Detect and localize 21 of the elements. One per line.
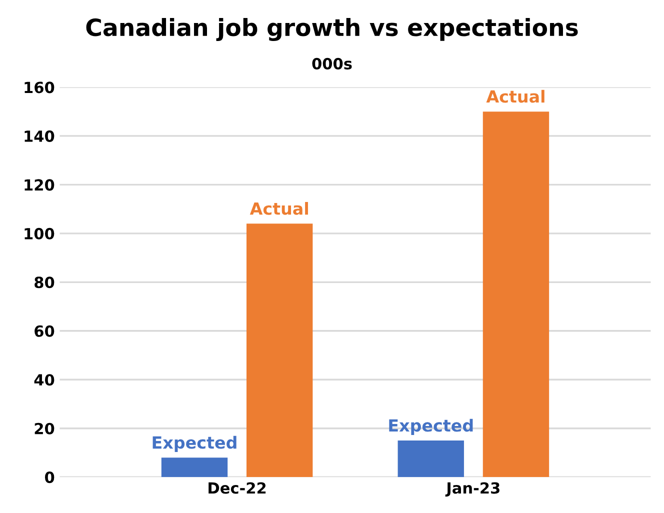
y-tick-label: 140 bbox=[24, 130, 54, 142]
x-tick-label: Jan-23 bbox=[445, 482, 500, 497]
y-tick-label: 20 bbox=[34, 422, 54, 434]
y-tick-label: 40 bbox=[34, 374, 54, 386]
bar bbox=[482, 112, 550, 478]
text: Expected bbox=[389, 418, 473, 435]
text: Actual bbox=[486, 90, 544, 103]
bar bbox=[246, 224, 313, 478]
chart-subtitle: 000s bbox=[312, 58, 352, 70]
series-label: Expected bbox=[152, 436, 236, 452]
x-tick-label: Dec-22 bbox=[208, 482, 266, 494]
y-tick-label: 60 bbox=[34, 325, 54, 337]
y-tick-label: 120 bbox=[24, 179, 54, 191]
y-tick-label: 0 bbox=[45, 472, 54, 484]
chart-title: Canadian job growth vs expectations bbox=[86, 18, 578, 42]
bar bbox=[398, 440, 464, 478]
y-tick-label: 80 bbox=[34, 276, 54, 288]
y-tick-label: 160 bbox=[24, 82, 54, 94]
y-tick-label: 100 bbox=[24, 228, 54, 240]
series-label: Actual bbox=[250, 202, 308, 215]
bar bbox=[161, 458, 228, 478]
